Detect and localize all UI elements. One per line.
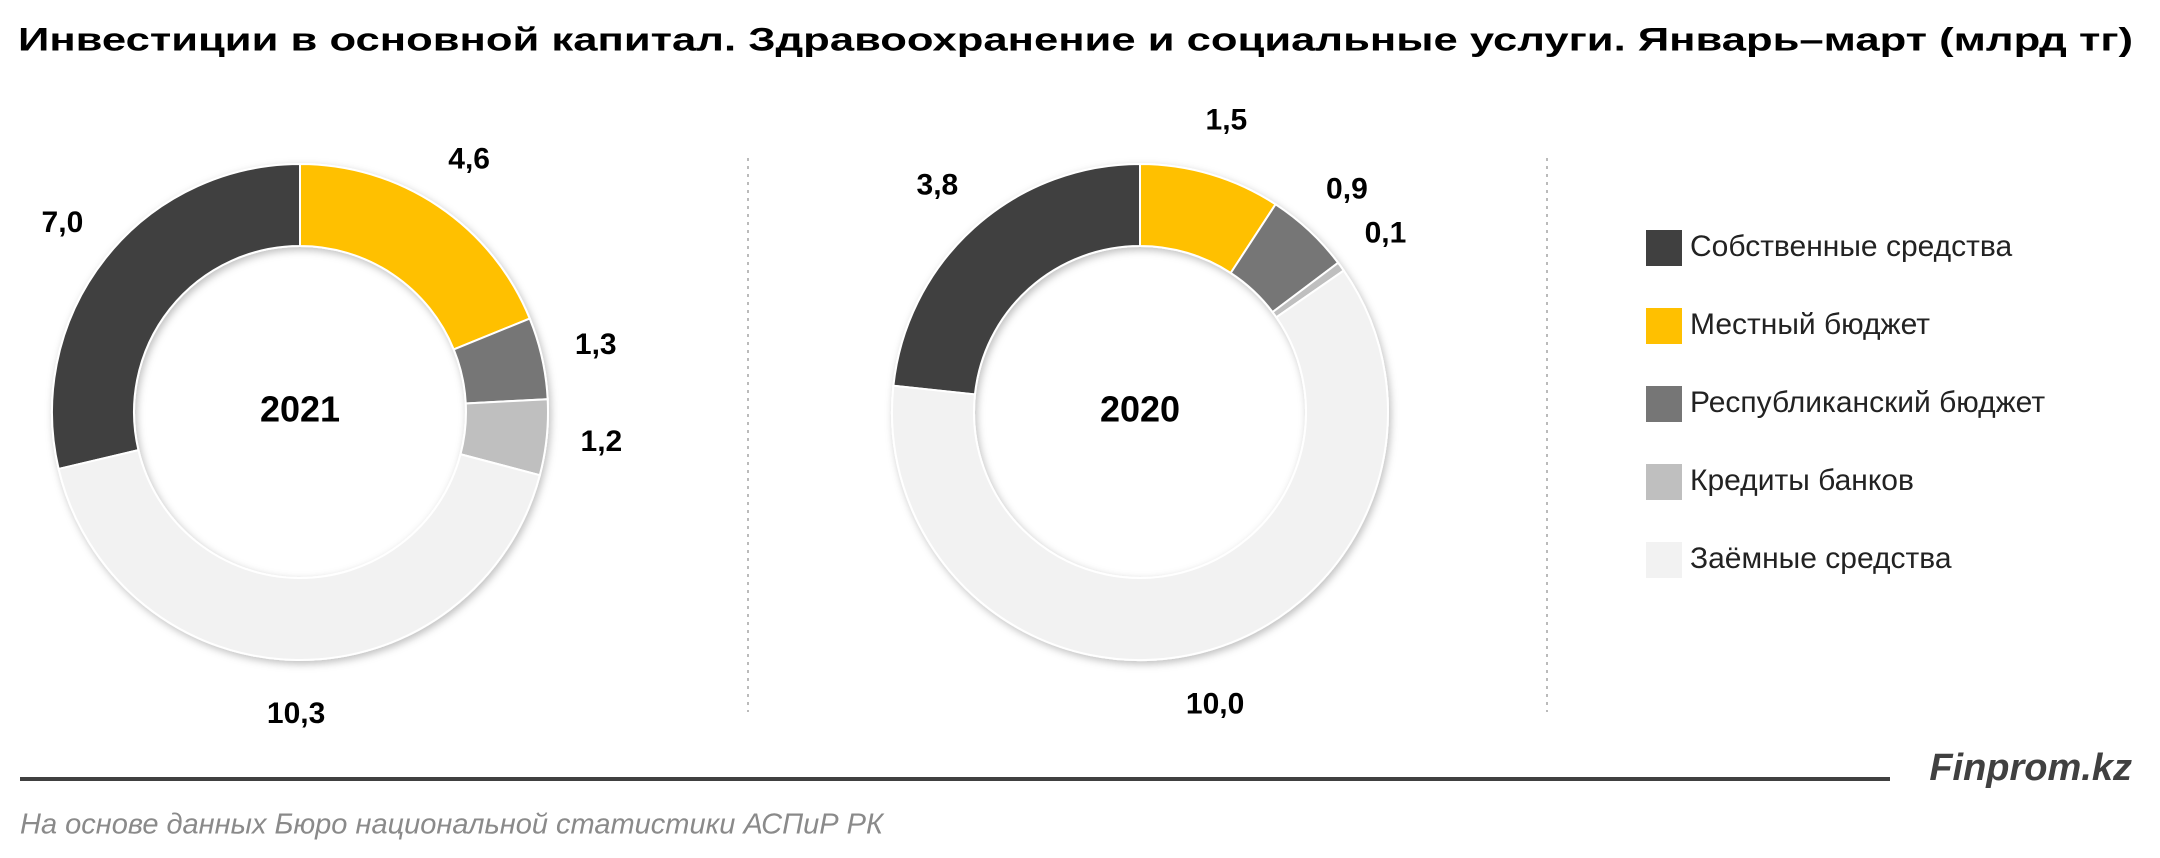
data-label: 3,8 (917, 169, 959, 202)
donut-segment (51, 162, 301, 471)
donut (51, 162, 549, 661)
legend-swatch (1646, 464, 1682, 500)
legend-swatch (1646, 542, 1682, 578)
data-label: 7,0 (42, 206, 84, 239)
data-label: 1,3 (575, 328, 617, 361)
legend-label: Заёмные средства (1690, 542, 1952, 575)
data-label: 1,2 (581, 425, 623, 458)
chart-title: Инвестиции в основной капитал. Здравоохр… (18, 21, 2133, 57)
donut-segment (57, 448, 542, 661)
data-label: 0,1 (1365, 216, 1407, 249)
legend-label: Республиканский бюджет (1690, 386, 2045, 419)
legend-swatch (1646, 308, 1682, 344)
donut-center-label: 2020 (1100, 389, 1180, 430)
legend-label: Местный бюджет (1690, 308, 1930, 341)
legend-swatch (1646, 386, 1682, 422)
donut-segment (891, 269, 1389, 661)
donut-segment (892, 162, 1141, 396)
donut (891, 162, 1389, 661)
source-note: На основе данных Бюро национальной стати… (20, 809, 885, 841)
legend-swatch (1646, 230, 1682, 266)
data-label: 1,5 (1206, 103, 1248, 136)
data-label: 0,9 (1326, 173, 1368, 206)
legend-label: Кредиты банков (1690, 464, 1914, 497)
donut-center-label: 2021 (260, 389, 340, 430)
donut-segment (299, 162, 532, 351)
data-label: 10,3 (267, 697, 325, 730)
legend-label: Собственные средства (1690, 230, 2012, 263)
brand: Finprom.kz (1929, 747, 2132, 789)
data-label: 4,6 (448, 143, 490, 176)
data-label: 10,0 (1186, 687, 1244, 720)
